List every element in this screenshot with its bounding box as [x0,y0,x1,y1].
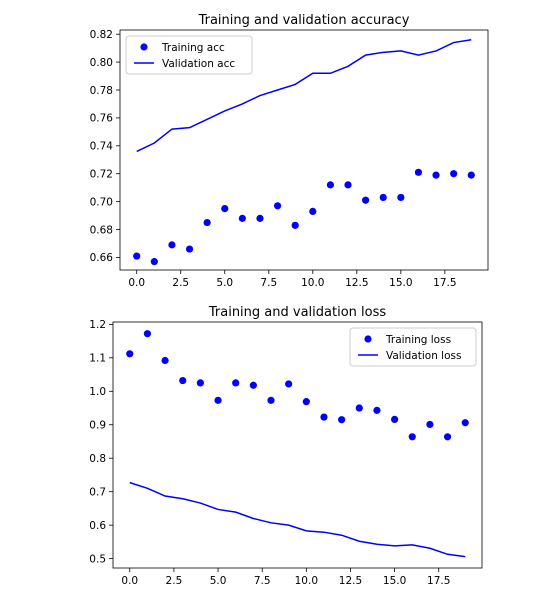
chart-title: Training and validation accuracy [198,13,410,28]
x-tick-label: 12.5 [339,575,362,587]
y-tick-label: 1.1 [89,353,106,365]
data-point-training-acc [168,241,176,249]
data-point-training-loss [179,376,187,385]
x-tick-label: 10.0 [295,575,318,587]
data-point-training-loss [426,420,434,429]
legend-dot-marker [140,43,148,51]
legend-label: Training acc [161,42,225,54]
data-point-training-acc [291,221,299,229]
data-point-training-acc [414,168,423,176]
y-tick-label: 0.66 [90,252,114,264]
chart-0: Training and validation accuracy 0.0 2.5 5.… [90,13,489,289]
data-point-training-loss [161,356,169,365]
x-tick-label: 0.0 [128,277,145,289]
data-point-training-acc [273,202,282,210]
x-tick-label: 2.5 [172,277,189,289]
data-point-training-loss [267,396,275,404]
y-tick-label: 0.80 [90,57,113,69]
data-point-training-acc [185,245,194,253]
data-point-training-loss [249,381,257,389]
data-point-training-acc [467,171,475,179]
data-point-training-loss [232,379,240,387]
y-tick-label: 0.6 [89,520,106,532]
x-tick-label: 10.0 [301,277,324,289]
y-tick-label: 0.5 [89,553,106,565]
series-line-validation-loss [129,481,466,558]
chart-1: Training and validation loss 0.0 2.5 5.0 7.5… [89,305,483,587]
x-tick-label: 17.5 [433,277,456,289]
data-point-training-acc [203,218,211,227]
data-point-training-loss [461,419,469,427]
y-tick-label: 0.82 [90,29,113,41]
y-tick-label: 0.74 [90,141,114,153]
y-tick-label: 1.2 [89,319,106,331]
data-point-training-loss [285,380,293,388]
x-tick-label: 7.5 [254,575,271,587]
data-point-training-acc [256,214,264,222]
y-tick-label: 0.68 [90,224,113,236]
data-point-training-loss [320,413,328,421]
y-tick-label: 0.7 [89,486,106,498]
data-point-training-acc [432,171,440,179]
y-tick-label: 0.78 [90,85,113,97]
y-tick-label: 0.76 [90,113,114,125]
y-tick-label: 0.72 [90,169,113,181]
x-tick-label: 17.5 [427,575,450,587]
data-point-training-loss [143,330,152,338]
legend: Training acc Validation acc [125,35,253,75]
data-point-training-acc [326,181,335,189]
chart-title: Training and validation loss [208,305,386,320]
data-point-training-loss [196,379,204,387]
legend-dot-marker [364,335,372,343]
x-tick-label: 5.0 [216,277,233,289]
data-point-training-acc [309,207,317,215]
x-tick-label: 5.0 [210,575,227,587]
data-point-training-acc [397,193,405,202]
legend-label: Training loss [385,334,451,346]
data-point-training-loss [443,433,452,441]
y-tick-label: 0.8 [89,453,106,465]
data-point-training-loss [302,398,310,406]
legend-box [125,35,253,75]
data-point-training-loss [355,404,363,412]
data-point-training-acc [362,196,370,204]
y-tick-label: 1.0 [89,386,106,398]
x-tick-label: 15.0 [383,575,406,587]
plot-frame [119,29,489,271]
y-tick-label: 0.9 [89,420,106,432]
data-point-training-loss [126,350,134,358]
x-tick-label: 2.5 [166,575,183,587]
data-point-training-acc [133,252,141,260]
legend-label: Validation acc [162,58,235,70]
data-point-training-loss [408,433,416,441]
data-point-training-acc [379,193,387,202]
data-point-training-acc [221,205,229,213]
plot-frame [112,321,483,569]
data-point-training-loss [391,415,399,423]
data-point-training-acc [450,170,458,178]
x-tick-label: 12.5 [345,277,368,289]
data-point-training-loss [338,416,346,424]
legend: Training loss Validation loss [349,327,477,367]
legend-label: Validation loss [386,350,461,362]
data-point-training-acc [150,258,158,266]
series-line-validation-acc [136,39,472,153]
x-tick-label: 15.0 [389,277,412,289]
legend-box [349,327,477,367]
data-point-training-acc [344,181,352,189]
data-point-training-loss [373,406,381,414]
data-point-training-loss [214,396,222,404]
x-tick-label: 7.5 [260,277,277,289]
data-point-training-acc [238,214,246,222]
y-tick-label: 0.70 [90,196,113,208]
x-tick-label: 0.0 [121,575,138,587]
